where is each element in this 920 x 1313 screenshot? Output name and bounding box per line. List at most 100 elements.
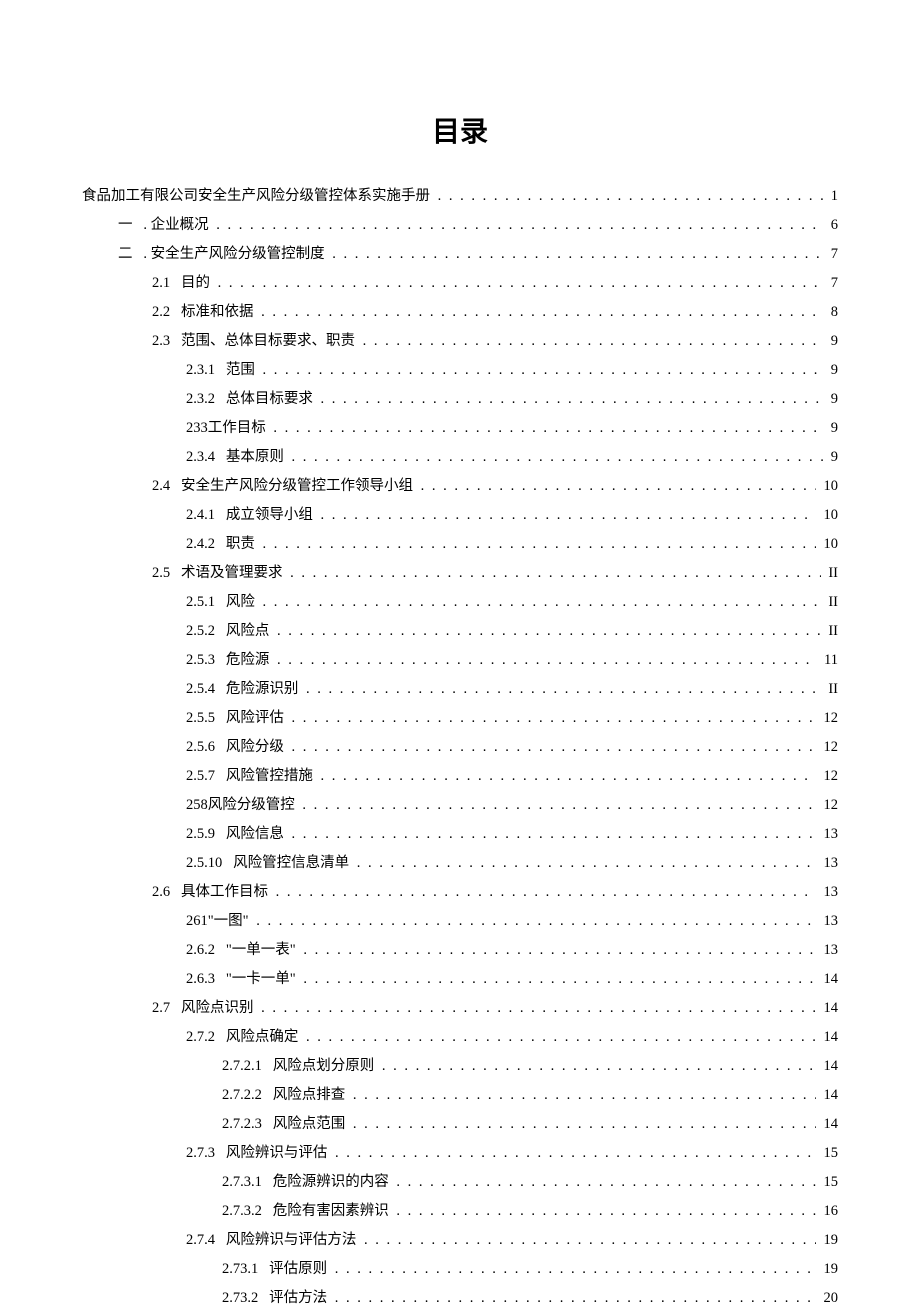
toc-entry-gap — [133, 211, 144, 240]
toc-entry-gap — [215, 675, 226, 704]
toc-entry: 2.6.2 "一单一表" 13 — [82, 936, 838, 965]
toc-entry: 2.7.2 风险点确定 14 — [82, 1023, 838, 1052]
toc-entry-label: 258风险分级管控 — [186, 791, 298, 820]
toc-entry-number: 2.73.2 — [222, 1290, 258, 1306]
toc-entry-label: 2.5.2 风险点 — [186, 617, 273, 646]
toc-entry-label: 261"一图" — [186, 907, 252, 936]
toc-entry-page: 9 — [827, 414, 838, 443]
toc-entry-gap — [262, 1197, 273, 1226]
toc-leader-dots — [277, 646, 816, 675]
toc-entry-number: 261 — [186, 913, 208, 929]
toc-entry-number: 2.2 — [152, 304, 170, 320]
toc-entry-gap — [215, 704, 226, 733]
toc-entry-label: 2.1 目的 — [152, 269, 214, 298]
toc-entry-number: 258 — [186, 797, 208, 813]
toc-entry-label: 2.3.2 总体目标要求 — [186, 385, 317, 414]
toc-entry-page: 7 — [827, 269, 838, 298]
toc-leader-dots — [335, 1255, 816, 1284]
toc-entry-label: 2.3.1 范围 — [186, 356, 259, 385]
toc-entry-text: 风险 — [226, 594, 255, 610]
toc-entry: 2.5.4 危险源识别 II — [82, 675, 838, 704]
toc-entry: 2.5.7 风险管控措施 12 — [82, 762, 838, 791]
toc-entry-gap — [170, 472, 181, 501]
toc-entry-text: 基本原则 — [226, 449, 284, 465]
toc-entry: 2.3.2 总体目标要求 9 — [82, 385, 838, 414]
toc-entry-label: 2.4.2 职责 — [186, 530, 259, 559]
toc-entry-page: II — [825, 559, 838, 588]
toc-entry-number: 2.7.2.3 — [222, 1116, 262, 1132]
toc-entry-text: 风险点划分原则 — [273, 1058, 375, 1074]
toc-entry-page: 13 — [820, 907, 838, 936]
toc-entry: 2.2 标准和依据 8 — [82, 298, 838, 327]
toc-leader-dots — [321, 501, 816, 530]
toc-entry: 2.3.4 基本原则 9 — [82, 443, 838, 472]
toc-entry: 2.73.1 评估原则 19 — [82, 1255, 838, 1284]
toc-entry-number: 2.4.1 — [186, 507, 215, 523]
toc-entry-label: 2.4.1 成立领导小组 — [186, 501, 317, 530]
toc-entry-page: 19 — [820, 1226, 838, 1255]
toc-entry: 233工作目标 9 — [82, 414, 838, 443]
toc-entry-label: 2.7.3.1 危险源辨识的内容 — [222, 1168, 392, 1197]
toc-entry-number: 2.3.1 — [186, 362, 215, 378]
toc-entry-page: 13 — [820, 878, 838, 907]
toc-leader-dots — [290, 559, 821, 588]
toc-entry-gap — [258, 1284, 269, 1313]
toc-entry-text: 成立领导小组 — [226, 507, 313, 523]
toc-entry-gap — [262, 1168, 273, 1197]
toc-entry-gap — [133, 240, 144, 269]
toc-entry-label: 2.7.4 风险辨识与评估方法 — [186, 1226, 360, 1255]
toc-leader-dots — [277, 617, 821, 646]
toc-entry: 258风险分级管控 12 — [82, 791, 838, 820]
toc-entry-label: 2.7.2 风险点确定 — [186, 1023, 302, 1052]
toc-entry-text: 安全生产风险分级管控工作领导小组 — [181, 478, 413, 494]
toc-entry-label: 2.7.3.2 危险有害因素辨识 — [222, 1197, 392, 1226]
toc-entry-label: 2.3.4 基本原则 — [186, 443, 288, 472]
toc-leader-dots — [303, 965, 816, 994]
toc-leader-dots — [321, 385, 824, 414]
toc-entry-gap — [222, 849, 233, 878]
toc-entry: 2.6 具体工作目标 13 — [82, 878, 838, 907]
toc-entry: 2.3 范围、总体目标要求、职责 9 — [82, 327, 838, 356]
toc-entry-page: 10 — [820, 530, 838, 559]
toc-leader-dots — [218, 269, 824, 298]
toc-entry-label: 233工作目标 — [186, 414, 269, 443]
toc-entry-number: 2.4 — [152, 478, 170, 494]
toc-entry-number: 2.7 — [152, 1000, 170, 1016]
toc-entry-label: 食品加工有限公司安全生产风险分级管控体系实施手册 — [82, 182, 434, 211]
toc-entry-page: 14 — [820, 1110, 838, 1139]
toc-entry-gap — [170, 298, 181, 327]
toc-entry-gap — [215, 733, 226, 762]
toc-entry: 2.73.2 评估方法 20 — [82, 1284, 838, 1313]
toc-entry-page: 19 — [820, 1255, 838, 1284]
toc-leader-dots — [292, 820, 816, 849]
toc-leader-dots — [335, 1284, 816, 1313]
toc-entry-number: 2.73.1 — [222, 1261, 258, 1277]
toc-entry-label: 2.7.2.2 风险点排查 — [222, 1081, 349, 1110]
toc-entry-gap — [215, 530, 226, 559]
toc-entry-label: 2.5.7 风险管控措施 — [186, 762, 317, 791]
toc-entry-page: 1 — [827, 182, 838, 211]
toc-entry-label: 2.4 安全生产风险分级管控工作领导小组 — [152, 472, 417, 501]
toc-leader-dots — [321, 762, 816, 791]
toc-entry-gap — [215, 356, 226, 385]
toc-entry-gap — [258, 1255, 269, 1284]
toc-entry-page: II — [825, 675, 838, 704]
toc-entry-page: 15 — [820, 1168, 838, 1197]
toc-leader-dots — [303, 936, 816, 965]
toc-entry-page: 9 — [827, 385, 838, 414]
toc-entry: 2.4 安全生产风险分级管控工作领导小组 10 — [82, 472, 838, 501]
toc-entry-label: 二 . 安全生产风险分级管控制度 — [118, 240, 328, 269]
toc-entry: 2.5.1 风险 II — [82, 588, 838, 617]
toc-entry: 2.7.4 风险辨识与评估方法 19 — [82, 1226, 838, 1255]
toc-leader-dots — [273, 414, 823, 443]
toc-entry-number: 2.6.3 — [186, 971, 215, 987]
toc-leader-dots — [263, 530, 816, 559]
toc-entry: 二 . 安全生产风险分级管控制度 7 — [82, 240, 838, 269]
toc-entry: 2.7.3.2 危险有害因素辨识 16 — [82, 1197, 838, 1226]
toc-entry-page: 12 — [820, 704, 838, 733]
toc-entry-number: 一 — [118, 217, 133, 233]
toc-entry-gap — [215, 762, 226, 791]
toc-entry-text: 风险辨识与评估方法 — [226, 1232, 357, 1248]
toc-leader-dots — [263, 588, 821, 617]
toc-leader-dots — [396, 1168, 816, 1197]
